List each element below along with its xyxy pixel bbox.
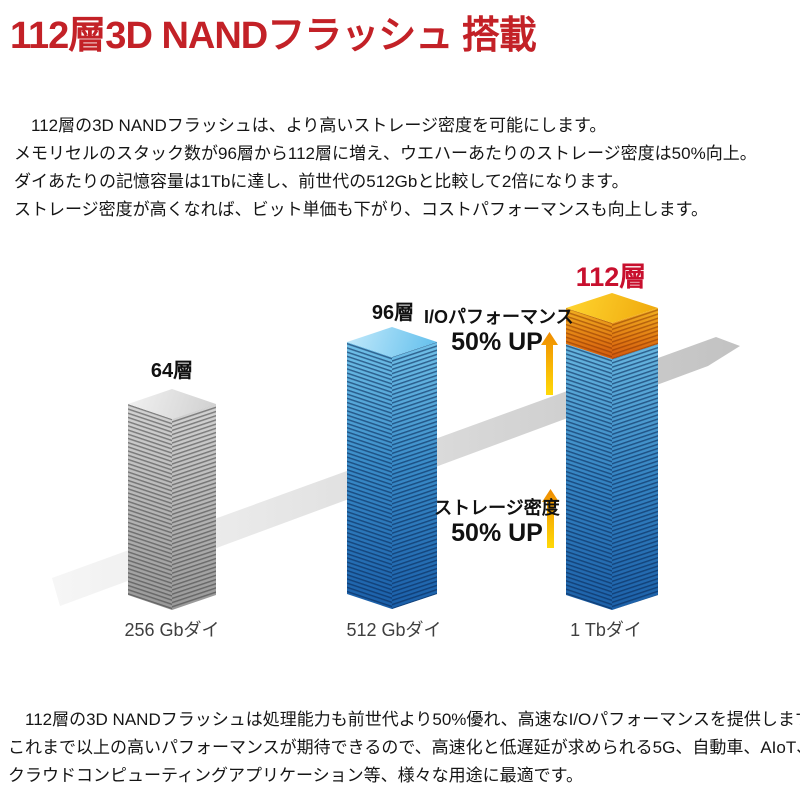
page-title: 112層3D NANDフラッシュ 搭載: [10, 15, 537, 57]
tower-64-layer: [128, 389, 216, 610]
io-performance-text: I/Oパフォーマンス: [424, 307, 574, 327]
io-performance-annotation: I/Oパフォーマンス 50% UP: [424, 306, 574, 357]
outro-line-1: 112層の3D NANDフラッシュは処理能力も前世代より50%優れ、高速なI/O…: [8, 710, 800, 729]
tower-112-orange-section: [566, 308, 658, 359]
die-label-1tb: 1 Tbダイ: [570, 620, 642, 640]
tower-64-label: 64層: [150, 360, 194, 382]
storage-density-text: ストレージ密度: [434, 498, 560, 518]
outro-line-3: クラウドコンピューティングアプリケーション等、様々な用途に最適です。: [8, 766, 583, 785]
tower-64-top-face: [128, 389, 216, 419]
storage-density-up-arrow: [542, 489, 559, 548]
intro-line-1: 112層の3D NANDフラッシュは、より高いストレージ密度を可能にします。: [14, 116, 607, 135]
storage-density-value: 50% UP: [451, 519, 543, 547]
tower-112-label: 112層: [575, 262, 647, 292]
io-performance-value: 50% UP: [451, 328, 543, 356]
intro-line-4: ストレージ密度が高くなれば、ビット単価も下がり、コストパフォーマンスも向上します…: [14, 200, 708, 219]
die-label-512gb: 512 Gbダイ: [346, 620, 442, 640]
tower-96-top-face: [347, 327, 437, 357]
tower-112-layer: [566, 293, 658, 610]
storage-density-annotation: ストレージ密度 50% UP: [424, 497, 570, 548]
intro-line-3: ダイあたりの記憶容量は1Tbに達し、前世代の512Gbと比較して2倍になります。: [14, 172, 629, 191]
intro-paragraph: 112層の3D NANDフラッシュは、より高いストレージ密度を可能にします。 メ…: [14, 112, 794, 224]
intro-line-2: メモリセルのスタック数が96層から112層に増え、ウエハーあたりのストレージ密度…: [14, 144, 757, 163]
tower-96-layer: [347, 327, 437, 609]
io-performance-up-arrow: [541, 332, 558, 395]
tower-96-label: 96層: [371, 302, 415, 324]
outro-paragraph: 112層の3D NANDフラッシュは処理能力も前世代より50%優れ、高速なI/O…: [8, 706, 800, 790]
die-label-256gb: 256 Gbダイ: [124, 620, 220, 640]
outro-line-2: これまで以上の高いパフォーマンスが期待できるので、高速化と低遅延が求められる5G…: [8, 738, 800, 757]
tower-112-top-face: [566, 293, 658, 323]
